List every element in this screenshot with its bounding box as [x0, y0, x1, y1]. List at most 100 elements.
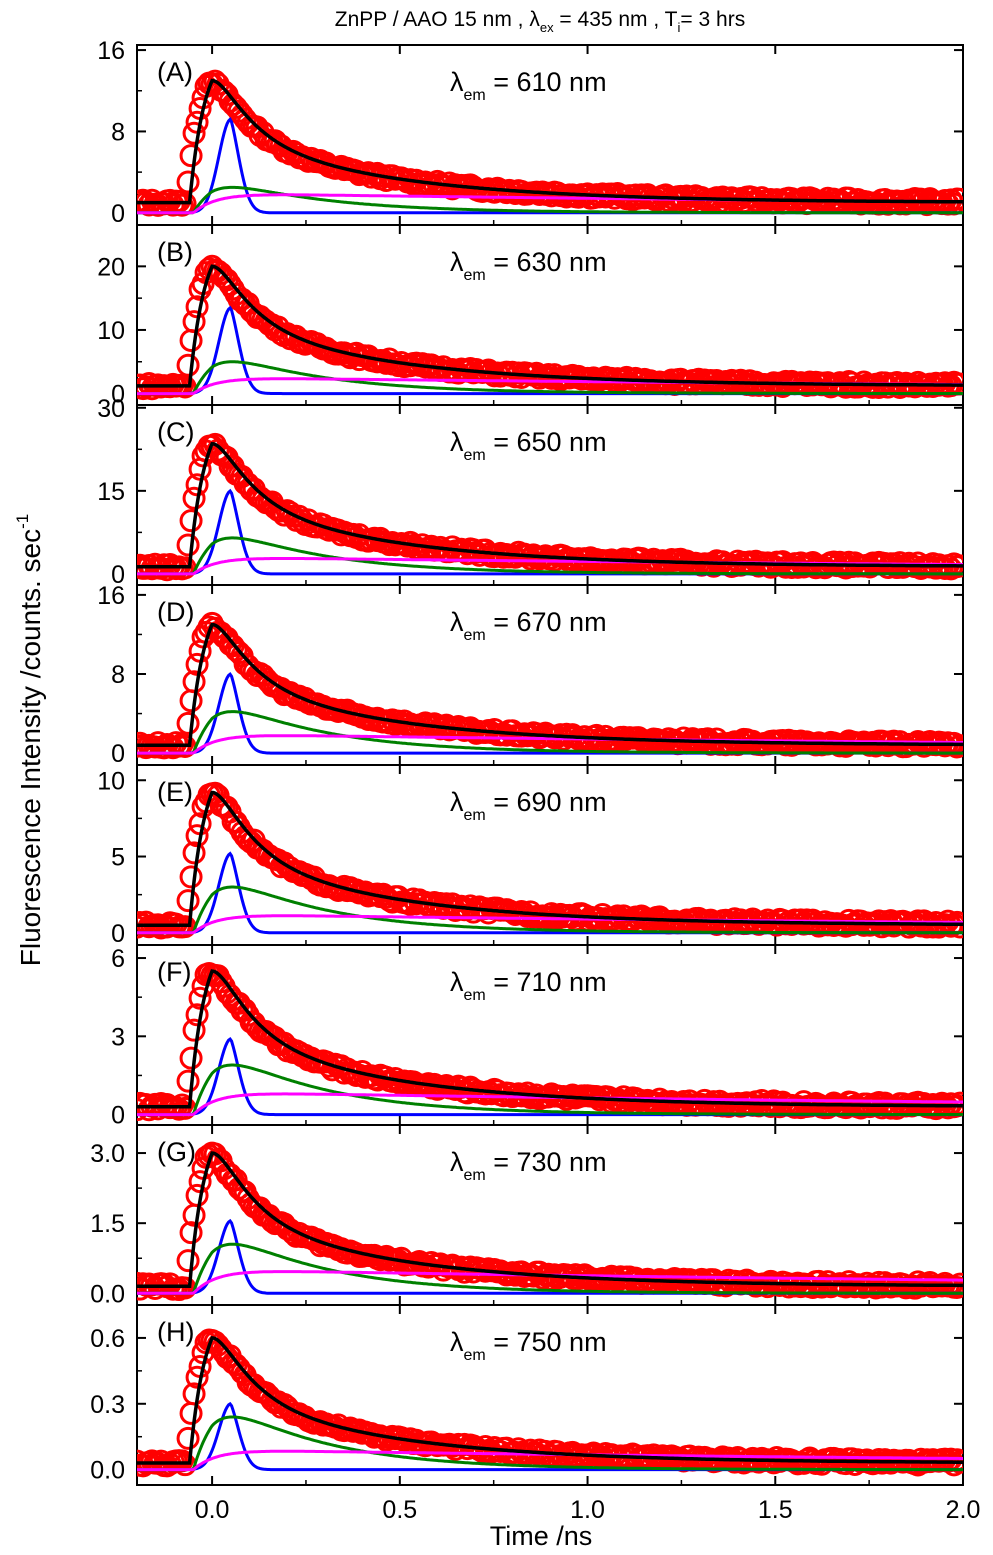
- emission-label: λem = 750 nm: [450, 1327, 607, 1364]
- emission-label: λem = 610 nm: [450, 67, 607, 104]
- panel-label: (E): [157, 777, 193, 807]
- panel-b: 0 10 20 (B) λem = 630 nm: [97, 224, 964, 409]
- fit-curve: [137, 1151, 963, 1289]
- panel-g: 0.0 1.5 3.0 (G) λem = 730 nm: [90, 1124, 964, 1308]
- data-point: [945, 1275, 963, 1299]
- data-point: [188, 986, 212, 1010]
- x-tick-label: 2.0: [946, 1496, 981, 1524]
- y-tick-label: 8: [111, 661, 125, 689]
- plot-area: [137, 254, 963, 401]
- data-point: [176, 711, 200, 735]
- plot-area: [137, 1328, 963, 1478]
- y-tick-label: 0.0: [90, 1457, 125, 1485]
- data-point: [179, 328, 203, 352]
- y-tick-label: 6: [111, 945, 125, 973]
- fit-curve: [137, 264, 963, 388]
- y-tick-label: 16: [97, 582, 125, 610]
- panel-label: (F): [157, 957, 191, 987]
- fit-curve: [137, 969, 963, 1109]
- y-tick-label: 0: [111, 381, 125, 409]
- fit-curve: [137, 622, 963, 747]
- data-point: [176, 889, 200, 913]
- plot-area: [137, 432, 963, 582]
- data-point: [179, 689, 203, 713]
- data-point: [176, 170, 200, 194]
- y-tick-label: 3: [111, 1023, 125, 1051]
- data-point: [179, 509, 203, 533]
- component-medium-curve: [137, 360, 963, 396]
- emission-label: λem = 710 nm: [450, 967, 607, 1004]
- data-point: [179, 1221, 203, 1245]
- x-tick-label: 0.0: [195, 1496, 230, 1524]
- data-point: [185, 1183, 209, 1207]
- y-tick-label: 10: [97, 317, 125, 345]
- component-medium-curve: [137, 1242, 963, 1295]
- emission-label: λem = 630 nm: [450, 247, 607, 284]
- data-point: [182, 121, 206, 145]
- data-point: [179, 1046, 203, 1070]
- panel-label: (C): [157, 417, 194, 447]
- y-tick-label: 0: [111, 1102, 125, 1130]
- panel-label: (H): [157, 1317, 194, 1347]
- component-medium-curve: [137, 1415, 963, 1472]
- plot-area: [137, 611, 963, 760]
- data-point: [176, 1069, 200, 1093]
- data-point: [852, 913, 876, 937]
- y-tick-label: 0: [111, 200, 125, 228]
- y-tick-label: 5: [111, 844, 125, 872]
- panel-f: 0 3 6 (F) λem = 710 nm: [111, 944, 964, 1130]
- y-axis-label: Fluorescence Intensity /counts. sec-1: [13, 514, 46, 966]
- fit-curve: [137, 790, 963, 927]
- data-point: [182, 841, 206, 865]
- data-point: [176, 1426, 200, 1450]
- y-tick-label: 0.0: [90, 1280, 125, 1308]
- emission-label: λem = 650 nm: [450, 427, 607, 464]
- panel-label: (G): [157, 1137, 196, 1167]
- emission-label: λem = 670 nm: [450, 607, 607, 644]
- panel-label: (D): [157, 597, 194, 627]
- emission-label: λem = 690 nm: [450, 787, 607, 824]
- data-point: [179, 1401, 203, 1425]
- data-point: [182, 486, 206, 510]
- x-tick-label: 1.5: [758, 1496, 793, 1524]
- panel-e: 0 5 10 (E) λem = 690 nm: [97, 764, 964, 948]
- data-point: [179, 865, 203, 889]
- y-tick-label: 0: [111, 920, 125, 948]
- panel-a: 0 8 16 (A) λem = 610 nm: [97, 37, 964, 228]
- component-slow-curve: [137, 734, 963, 755]
- component-medium-curve: [137, 536, 963, 576]
- plot-area: [137, 781, 963, 940]
- data-point: [792, 1451, 816, 1475]
- x-tick-label: 0.5: [382, 1496, 417, 1524]
- y-tick-label: 8: [111, 118, 125, 146]
- y-tick-label: 3.0: [90, 1140, 125, 1168]
- panel-h: 0.0 0.3 0.6 (H) λem = 750 nm: [90, 1304, 964, 1486]
- y-tick-label: 1.5: [90, 1210, 125, 1238]
- y-tick-label: 0.6: [90, 1325, 125, 1353]
- component-medium-curve: [137, 1063, 963, 1117]
- y-tick-label: 10: [97, 767, 125, 795]
- y-tick-label: 30: [97, 395, 125, 423]
- data-point: [185, 824, 209, 848]
- data-point: [741, 185, 765, 209]
- y-tick-label: 16: [97, 37, 125, 65]
- y-tick-label: 0: [111, 561, 125, 589]
- panel-label: (B): [157, 237, 193, 267]
- y-tick-label: 0: [111, 740, 125, 768]
- fit-curve: [137, 1335, 963, 1465]
- data-point: [948, 187, 963, 211]
- figure-title: ZnPP / AAO 15 nm , λex = 435 nm , Ti= 3 …: [335, 8, 745, 35]
- data-point: [176, 1249, 200, 1273]
- data-point: [185, 1003, 209, 1027]
- emission-label: λem = 730 nm: [450, 1147, 607, 1184]
- data-point: [182, 310, 206, 334]
- data-point: [185, 1365, 209, 1389]
- plot-area: [137, 1141, 963, 1302]
- panel-d: 0 8 16 (D) λem = 670 nm: [97, 582, 964, 768]
- x-axis-label: Time /ns: [490, 1521, 593, 1551]
- y-tick-label: 15: [97, 478, 125, 506]
- data-point: [179, 144, 203, 168]
- component-medium-curve: [137, 710, 963, 755]
- plot-area: [137, 69, 963, 217]
